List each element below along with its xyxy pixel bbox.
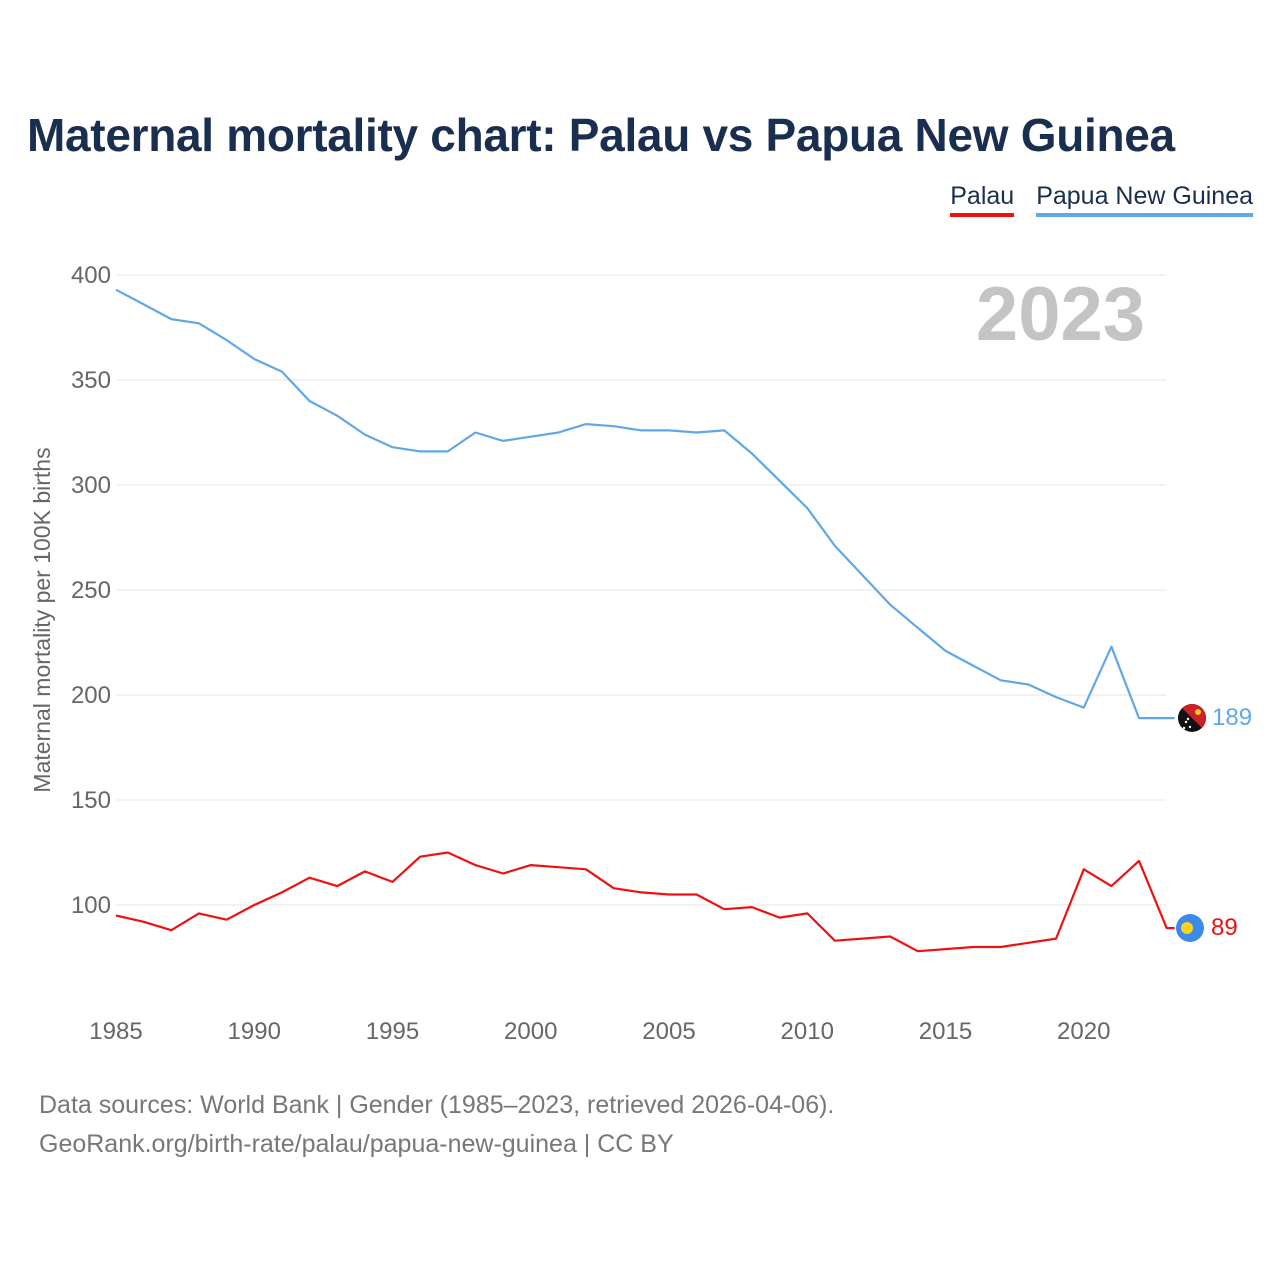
y-tick-label: 200 [71,682,111,709]
y-tick-label: 150 [71,787,111,814]
chart-title: Maternal mortality chart: Palau vs Papua… [27,109,1175,161]
y-axis-ticks: 100 150 200 250 300 350 400 [71,262,111,919]
legend: Palau Papua New Guinea [950,182,1253,217]
legend-item-palau[interactable]: Palau [950,182,1015,217]
x-axis-ticks: 1985 1990 1995 2000 2005 2010 2015 2020 [89,1018,1110,1045]
y-tick-label: 300 [71,472,111,499]
line-chart: 100 150 200 250 300 350 400 1985 1990 1995 2000 20… [29,262,1252,1045]
y-tick-label: 350 [71,367,111,394]
y-tick-label: 100 [71,892,111,919]
year-watermark: 2023 [976,272,1145,357]
legend-item-papua-new-guinea[interactable]: Papua New Guinea [1036,182,1253,217]
footer-source: Data sources: World Bank | Gender (1985–… [39,1091,835,1119]
papua-new-guinea-flag-icon [1178,704,1206,732]
series-lines [115,288,1175,953]
x-tick-label: 2010 [781,1018,834,1045]
grid-lines [116,274,1166,906]
end-label-palau: 89 [1211,914,1238,941]
footer: Data sources: World Bank | Gender (1985–… [39,1086,834,1164]
x-tick-label: 1985 [89,1018,142,1045]
x-tick-label: 2000 [504,1018,557,1045]
palau-flag-icon [1176,914,1204,942]
y-tick-label: 400 [71,262,111,289]
footer-credit[interactable]: GeoRank.org/birth-rate/palau/papua-new-g… [39,1130,674,1158]
x-tick-label: 2020 [1057,1018,1110,1045]
x-tick-label: 1990 [228,1018,281,1045]
y-tick-label: 250 [71,577,111,604]
series-line-palau[interactable] [115,851,1175,953]
y-axis-title: Maternal mortality per 100K births [29,447,55,792]
x-tick-label: 1995 [366,1018,419,1045]
x-tick-label: 2005 [642,1018,695,1045]
series-line-papua-new-guinea[interactable] [115,288,1175,720]
end-label-papua-new-guinea: 189 [1212,704,1252,731]
x-tick-label: 2015 [919,1018,972,1045]
